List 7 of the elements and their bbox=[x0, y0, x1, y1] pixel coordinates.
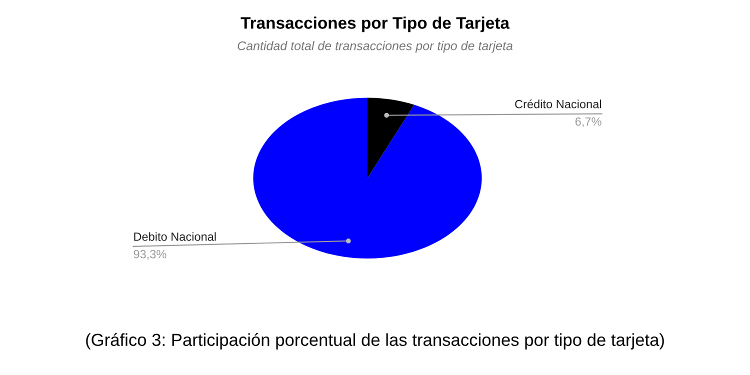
slice-label: Debito Nacional bbox=[134, 232, 216, 241]
chart-title: Transacciones por Tipo de Tarjeta bbox=[240, 16, 510, 32]
data-label: 6,7% bbox=[575, 117, 602, 128]
text: (Gráfico 3: Participación porcentual de las transacciones por tipo de tarjeta) bbox=[86, 333, 664, 350]
slice-label: Crédito Nacional bbox=[515, 99, 601, 108]
data-label: 93,3% bbox=[134, 250, 166, 260]
chart-subtitle: Cantidad total de transacciones por tipo de tarjeta bbox=[238, 41, 513, 53]
